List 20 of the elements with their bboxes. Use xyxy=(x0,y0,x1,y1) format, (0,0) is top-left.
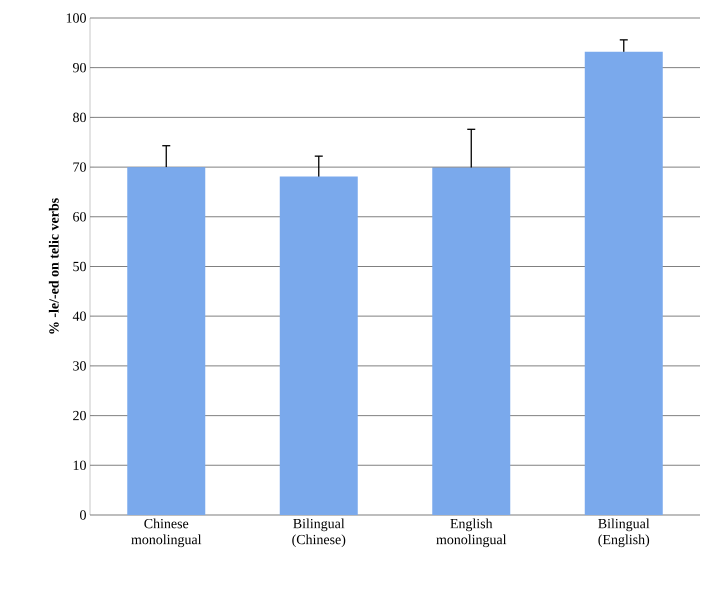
bar xyxy=(280,176,358,515)
bar xyxy=(584,52,663,515)
y-tick-label: 60 xyxy=(73,212,86,222)
y-tick-label: 50 xyxy=(73,262,86,272)
y-tick-label: 20 xyxy=(73,410,86,420)
y-axis-title: % -le/-ed on telic verbs xyxy=(48,198,59,334)
y-tick-label: 80 xyxy=(73,112,86,122)
x-tick-label: Bilingual (Chinese) xyxy=(292,518,346,548)
y-tick-label: 70 xyxy=(73,162,86,172)
x-tick-label: Bilingual (English) xyxy=(598,518,650,548)
y-tick-label: 100 xyxy=(66,13,86,23)
bar xyxy=(127,167,206,515)
bar xyxy=(432,168,510,515)
y-tick-label: 10 xyxy=(74,460,86,470)
y-tick-label: 30 xyxy=(73,361,86,371)
y-tick-label: 40 xyxy=(72,311,86,321)
x-tick-label: English monolingual xyxy=(436,518,506,548)
y-tick-label: 90 xyxy=(72,62,86,72)
x-tick-label: Chinese monolingual xyxy=(131,518,202,548)
y-tick-label: 0 xyxy=(80,510,86,520)
